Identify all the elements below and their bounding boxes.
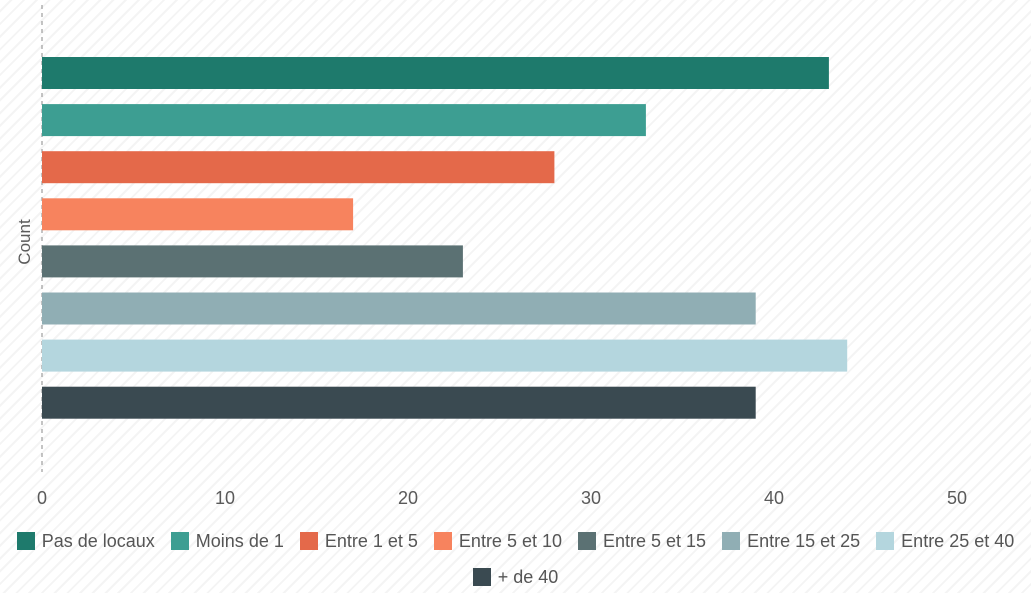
y-axis-title: Count <box>15 219 34 265</box>
bars-group <box>42 57 848 419</box>
legend-label: + de 40 <box>497 566 559 587</box>
bar-pas-de-locaux[interactable] <box>42 57 829 89</box>
legend-item-de-40[interactable]: + de 40 <box>472 562 559 592</box>
x-tick-label: 30 <box>581 488 601 508</box>
legend-swatch <box>722 532 741 550</box>
chart-area: 0 10 20 30 40 50 Count <box>15 5 967 508</box>
bar-chart: 0 10 20 30 40 50 Count <box>15 5 967 508</box>
legend-item-pas-de-locaux[interactable]: Pas de locaux <box>16 526 155 556</box>
legend-item-moins-de-1[interactable]: Moins de 1 <box>170 526 284 556</box>
x-tick-label: 50 <box>947 488 967 508</box>
x-tick-label: 20 <box>398 488 418 508</box>
legend-swatch <box>578 532 596 550</box>
legend-label: Entre 1 et 5 <box>324 530 418 551</box>
legend-label: Moins de 1 <box>195 530 284 551</box>
bar-entre-15-et-25[interactable] <box>42 292 756 325</box>
legend-item-entre-15-et-25[interactable]: Entre 15 et 25 <box>722 526 860 556</box>
legend-item-entre-1-et-5[interactable]: Entre 1 et 5 <box>299 526 418 556</box>
bar-entre-1-et-5[interactable] <box>42 151 555 184</box>
legend-swatch <box>170 532 189 550</box>
bar-moins-de-1[interactable] <box>42 104 646 137</box>
bar-entre-25-et-40[interactable] <box>42 339 848 372</box>
bar-de-40[interactable] <box>42 386 756 419</box>
legend-item-entre-5-et-15[interactable]: Entre 5 et 15 <box>578 526 706 556</box>
x-axis-ticks: 0 10 20 30 40 50 <box>37 488 967 508</box>
legend-label: Entre 15 et 25 <box>747 530 861 551</box>
bar-entre-5-et-15[interactable] <box>42 245 463 278</box>
legend-swatch <box>876 532 895 550</box>
x-tick-label: 0 <box>37 488 47 508</box>
legend: Pas de locaux Moins de 1 Entre 1 et 5 Entre… <box>0 526 1031 592</box>
legend-swatch <box>433 532 452 550</box>
legend-swatch <box>299 532 318 550</box>
bar-entre-5-et-10[interactable] <box>42 198 354 231</box>
legend-label: Entre 5 et 10 <box>458 530 562 551</box>
legend-swatch <box>16 532 35 550</box>
legend-item-entre-25-et-40[interactable]: Entre 25 et 40 <box>876 526 1014 556</box>
legend-swatch <box>472 568 491 586</box>
legend-item-entre-5-et-10[interactable]: Entre 5 et 10 <box>433 526 562 556</box>
x-tick-label: 40 <box>764 488 784 508</box>
legend-label: Entre 25 et 40 <box>901 530 1015 551</box>
legend-label: Entre 5 et 15 <box>603 530 707 551</box>
legend-label: Pas de locaux <box>41 530 155 551</box>
x-tick-label: 10 <box>215 488 235 508</box>
